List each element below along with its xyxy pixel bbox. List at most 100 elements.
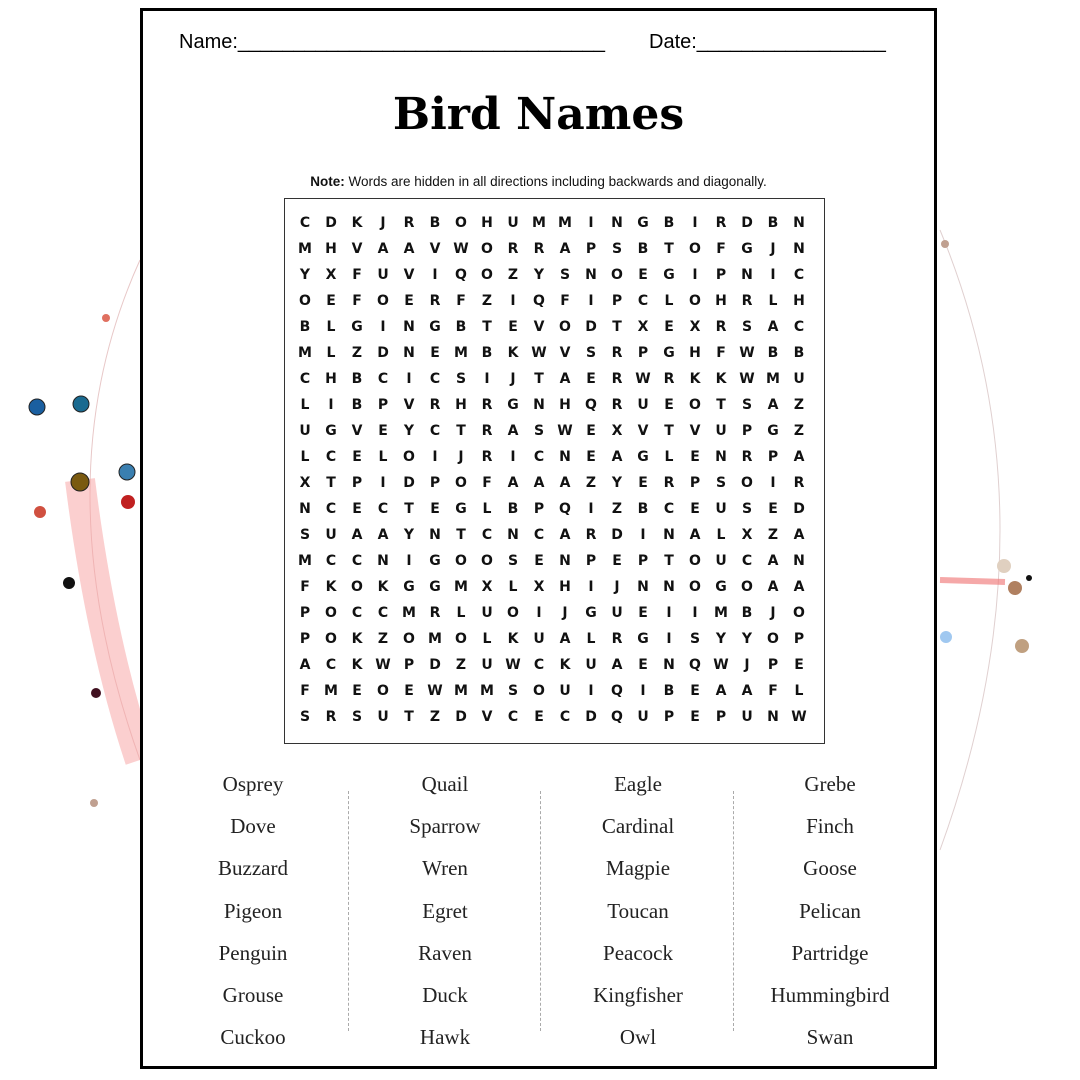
grid-letter[interactable]: P — [715, 267, 727, 283]
grid-letter[interactable]: I — [640, 527, 646, 543]
grid-letter[interactable]: S — [611, 241, 623, 257]
grid-letter[interactable]: L — [300, 449, 310, 465]
grid-letter[interactable]: H — [325, 371, 337, 387]
grid-letter[interactable]: P — [429, 475, 441, 491]
grid-letter[interactable]: Y — [403, 423, 415, 439]
grid-letter[interactable]: K — [377, 579, 389, 595]
grid-letter[interactable]: W — [739, 371, 755, 387]
grid-letter[interactable]: V — [351, 241, 363, 257]
grid-letter[interactable]: N — [377, 553, 389, 569]
grid-letter[interactable]: B — [767, 345, 779, 361]
grid-letter[interactable]: G — [507, 397, 519, 413]
grid-letter[interactable]: G — [637, 631, 649, 647]
grid-letter[interactable]: T — [664, 553, 674, 569]
grid-letter[interactable]: U — [715, 553, 727, 569]
grid-letter[interactable]: E — [612, 553, 622, 569]
grid-letter[interactable]: U — [377, 709, 389, 725]
grid-letter[interactable]: R — [481, 449, 493, 465]
grid-letter[interactable]: O — [793, 605, 805, 621]
grid-letter[interactable]: S — [507, 553, 519, 569]
grid-letter[interactable]: P — [299, 631, 311, 647]
grid-letter[interactable]: N — [663, 579, 675, 595]
grid-letter[interactable]: R — [533, 241, 545, 257]
grid-letter[interactable]: P — [377, 397, 389, 413]
grid-letter[interactable]: R — [663, 475, 675, 491]
grid-letter[interactable]: D — [455, 709, 467, 725]
grid-letter[interactable]: O — [741, 475, 753, 491]
grid-letter[interactable]: I — [692, 267, 698, 283]
grid-letter[interactable]: C — [299, 215, 311, 231]
grid-letter[interactable]: R — [585, 527, 597, 543]
grid-letter[interactable]: O — [455, 215, 467, 231]
grid-letter[interactable]: O — [325, 631, 337, 647]
grid-letter[interactable]: E — [586, 423, 596, 439]
grid-letter[interactable]: B — [663, 683, 675, 699]
grid-letter[interactable]: C — [793, 319, 805, 335]
grid-letter[interactable]: W — [739, 345, 755, 361]
grid-letter[interactable]: K — [689, 371, 701, 387]
grid-letter[interactable]: T — [326, 475, 336, 491]
grid-letter[interactable]: A — [403, 241, 415, 257]
grid-letter[interactable]: Q — [611, 709, 623, 725]
grid-letter[interactable]: S — [507, 683, 519, 699]
grid-letter[interactable]: Y — [741, 631, 753, 647]
grid-letter[interactable]: I — [692, 215, 698, 231]
grid-letter[interactable]: O — [481, 267, 493, 283]
grid-letter[interactable]: I — [666, 605, 672, 621]
grid-letter[interactable]: Z — [767, 527, 779, 543]
grid-letter[interactable]: S — [741, 397, 753, 413]
grid-letter[interactable]: C — [741, 553, 753, 569]
grid-letter[interactable]: I — [406, 553, 412, 569]
grid-letter[interactable]: A — [611, 449, 623, 465]
grid-letter[interactable]: C — [325, 657, 337, 673]
grid-letter[interactable]: V — [637, 423, 649, 439]
grid-letter[interactable]: O — [351, 579, 363, 595]
grid-letter[interactable]: E — [430, 345, 440, 361]
grid-letter[interactable]: U — [637, 709, 649, 725]
grid-letter[interactable]: J — [770, 605, 776, 621]
grid-letter[interactable]: A — [793, 527, 805, 543]
date-field[interactable]: Date:_________________ — [649, 31, 886, 53]
grid-letter[interactable]: G — [741, 241, 753, 257]
grid-letter[interactable]: A — [559, 631, 571, 647]
grid-letter[interactable]: R — [481, 423, 493, 439]
grid-letter[interactable]: A — [299, 657, 311, 673]
grid-letter[interactable]: U — [377, 267, 389, 283]
grid-letter[interactable]: I — [666, 631, 672, 647]
grid-letter[interactable]: M — [480, 683, 494, 699]
grid-letter[interactable]: R — [663, 371, 675, 387]
grid-letter[interactable]: U — [559, 683, 571, 699]
grid-letter[interactable]: L — [768, 293, 778, 309]
grid-letter[interactable]: G — [637, 449, 649, 465]
grid-letter[interactable]: I — [406, 371, 412, 387]
grid-letter[interactable]: N — [767, 709, 779, 725]
grid-letter[interactable]: K — [507, 345, 519, 361]
grid-letter[interactable]: C — [377, 501, 389, 517]
grid-letter[interactable]: F — [300, 579, 310, 595]
grid-letter[interactable]: G — [429, 553, 441, 569]
grid-letter[interactable]: N — [403, 319, 415, 335]
grid-letter[interactable]: E — [534, 553, 544, 569]
grid-letter[interactable]: E — [586, 449, 596, 465]
grid-letter[interactable]: P — [767, 657, 779, 673]
grid-letter[interactable]: B — [429, 215, 441, 231]
grid-letter[interactable]: D — [611, 527, 623, 543]
grid-letter[interactable]: D — [793, 501, 805, 517]
grid-letter[interactable]: S — [559, 267, 571, 283]
grid-letter[interactable]: S — [299, 527, 311, 543]
grid-letter[interactable]: V — [403, 267, 415, 283]
grid-letter[interactable]: R — [611, 371, 623, 387]
grid-letter[interactable]: U — [585, 657, 597, 673]
grid-letter[interactable]: N — [507, 527, 519, 543]
grid-letter[interactable]: U — [481, 605, 493, 621]
grid-letter[interactable]: Z — [351, 345, 363, 361]
grid-letter[interactable]: C — [663, 501, 675, 517]
grid-letter[interactable]: F — [352, 293, 362, 309]
grid-letter[interactable]: Q — [533, 293, 545, 309]
grid-letter[interactable]: L — [482, 631, 492, 647]
grid-letter[interactable]: M — [454, 579, 468, 595]
grid-letter[interactable]: T — [716, 397, 726, 413]
grid-letter[interactable]: B — [351, 397, 363, 413]
grid-letter[interactable]: N — [533, 397, 545, 413]
grid-letter[interactable]: O — [455, 631, 467, 647]
